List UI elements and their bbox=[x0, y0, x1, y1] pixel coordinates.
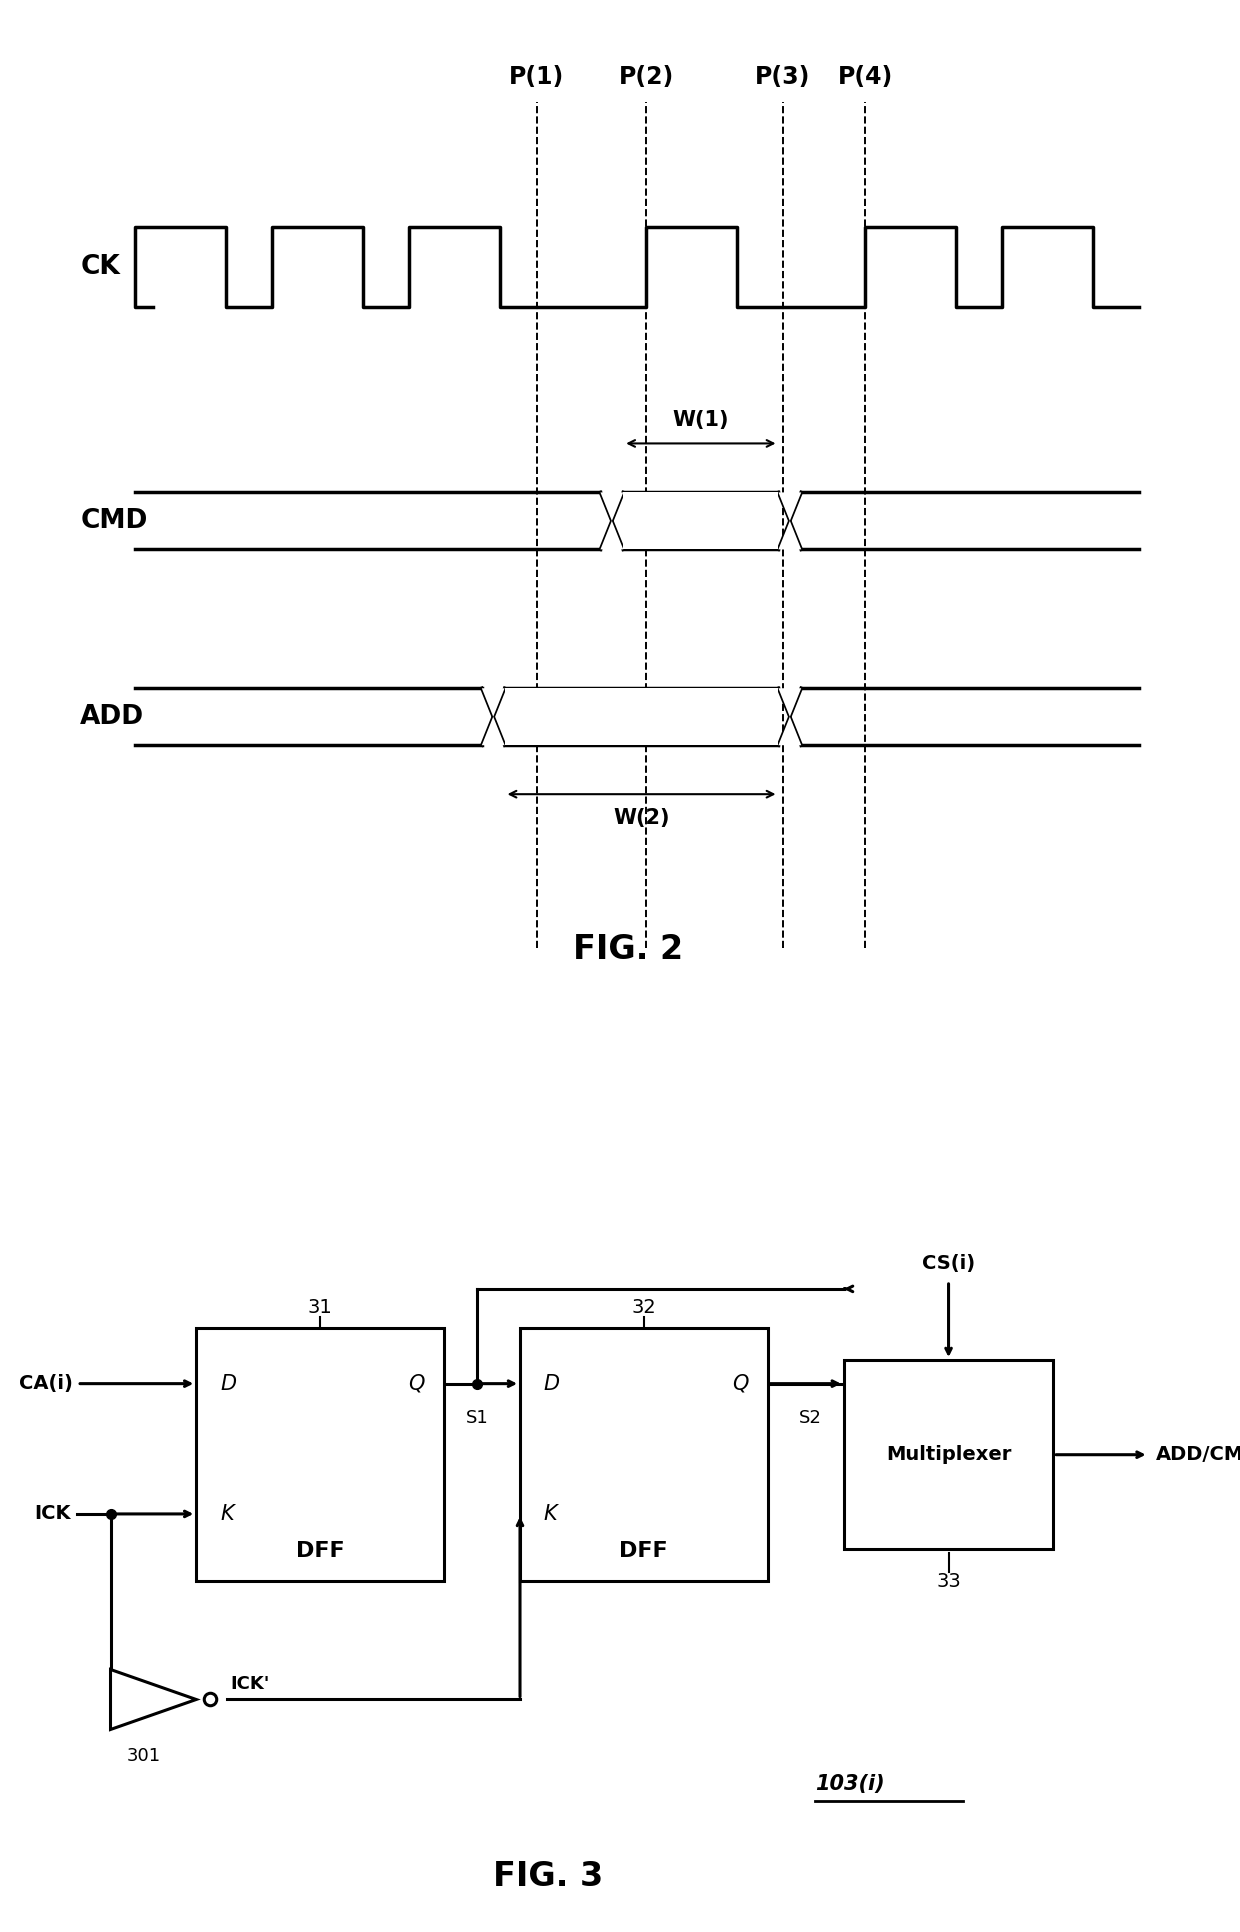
Text: Q: Q bbox=[408, 1374, 425, 1393]
Polygon shape bbox=[779, 522, 801, 549]
Text: ICK: ICK bbox=[35, 1505, 71, 1524]
Text: 32: 32 bbox=[631, 1298, 656, 1316]
Text: 103(i): 103(i) bbox=[815, 1774, 885, 1795]
Bar bbox=[843, 1360, 1053, 1549]
Text: 33: 33 bbox=[936, 1571, 961, 1590]
Polygon shape bbox=[482, 717, 505, 746]
Polygon shape bbox=[505, 688, 779, 746]
Polygon shape bbox=[779, 688, 801, 717]
Polygon shape bbox=[779, 717, 801, 746]
Text: W(2): W(2) bbox=[614, 808, 670, 827]
Text: FIG. 2: FIG. 2 bbox=[573, 933, 683, 966]
Text: P(4): P(4) bbox=[837, 66, 893, 89]
Polygon shape bbox=[624, 493, 779, 549]
Text: DFF: DFF bbox=[295, 1542, 345, 1561]
Text: CS(i): CS(i) bbox=[923, 1254, 975, 1273]
Text: P(2): P(2) bbox=[619, 66, 673, 89]
Text: ADD: ADD bbox=[81, 703, 144, 730]
Text: Q: Q bbox=[732, 1374, 749, 1393]
Text: 31: 31 bbox=[308, 1298, 332, 1316]
Text: CMD: CMD bbox=[81, 508, 148, 533]
Text: K: K bbox=[219, 1503, 234, 1524]
Text: ADD/CMD: ADD/CMD bbox=[1156, 1445, 1240, 1464]
Polygon shape bbox=[110, 1669, 196, 1729]
Text: S1: S1 bbox=[466, 1408, 489, 1428]
Polygon shape bbox=[600, 493, 624, 522]
Polygon shape bbox=[482, 688, 505, 717]
Text: Multiplexer: Multiplexer bbox=[885, 1445, 1012, 1464]
Text: D: D bbox=[219, 1374, 236, 1393]
Bar bbox=[196, 1329, 444, 1580]
Text: CA(i): CA(i) bbox=[19, 1374, 72, 1393]
Text: CK: CK bbox=[81, 255, 120, 280]
Text: ICK': ICK' bbox=[231, 1675, 270, 1692]
Text: P(1): P(1) bbox=[508, 66, 564, 89]
Text: FIG. 3: FIG. 3 bbox=[494, 1861, 604, 1893]
Text: K: K bbox=[544, 1503, 558, 1524]
Text: 301: 301 bbox=[126, 1747, 161, 1764]
Text: P(3): P(3) bbox=[755, 66, 811, 89]
Polygon shape bbox=[779, 493, 801, 522]
Text: DFF: DFF bbox=[620, 1542, 668, 1561]
Text: D: D bbox=[544, 1374, 560, 1393]
Bar bbox=[520, 1329, 768, 1580]
Polygon shape bbox=[600, 522, 624, 549]
Text: W(1): W(1) bbox=[672, 410, 729, 431]
Text: S2: S2 bbox=[799, 1408, 822, 1428]
